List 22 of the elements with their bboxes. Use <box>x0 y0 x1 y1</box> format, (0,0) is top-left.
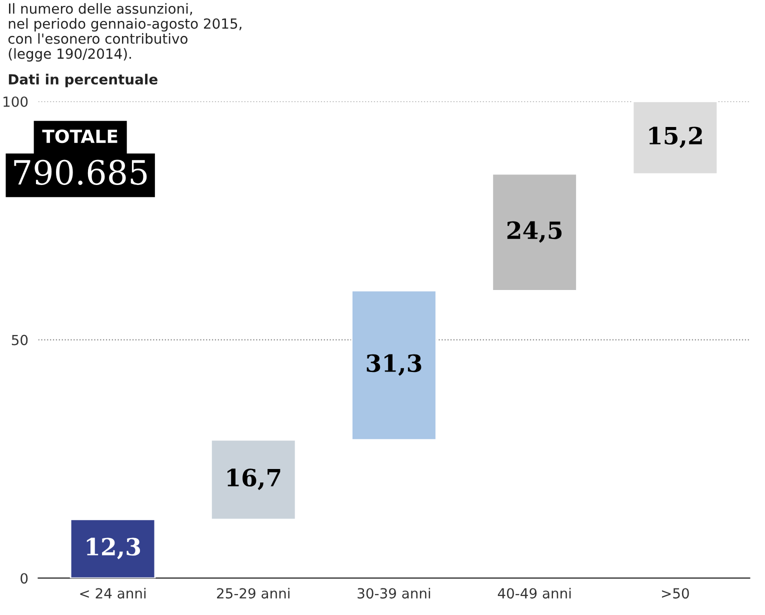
y-tick-label: 100 <box>4 96 28 107</box>
bar <box>351 290 437 441</box>
x-tick-label: 30-39 anni <box>358 588 430 599</box>
y-tick-label: 0 <box>20 573 28 584</box>
bar <box>210 439 296 520</box>
x-tick-label: >50 <box>662 588 689 599</box>
x-tick-label: 25-29 anni <box>217 588 290 599</box>
annotation: TOTALE <box>42 129 118 144</box>
x-tick-label: 40-49 anni <box>498 588 571 599</box>
data-label: 16,7 <box>228 468 280 490</box>
data-label: 15,2 <box>649 126 702 148</box>
chart-subtitle: Dati in percentuale <box>8 74 158 88</box>
bar <box>632 101 718 175</box>
x-tick-label: < 24 anni <box>80 588 146 599</box>
data-label: 12,3 <box>86 538 140 560</box>
y-tick-label: 50 <box>12 334 28 346</box>
data-label: 24,5 <box>507 221 562 243</box>
data-label: 31,3 <box>366 354 422 376</box>
annotation: 790.685 <box>14 160 147 185</box>
bar <box>70 518 156 578</box>
bar <box>492 173 578 292</box>
chart-title: Il numero delle assunzioni, nel periodo gennaio-agosto 2015, con l'esonero contributivo (legge 190/2014). <box>8 3 242 62</box>
